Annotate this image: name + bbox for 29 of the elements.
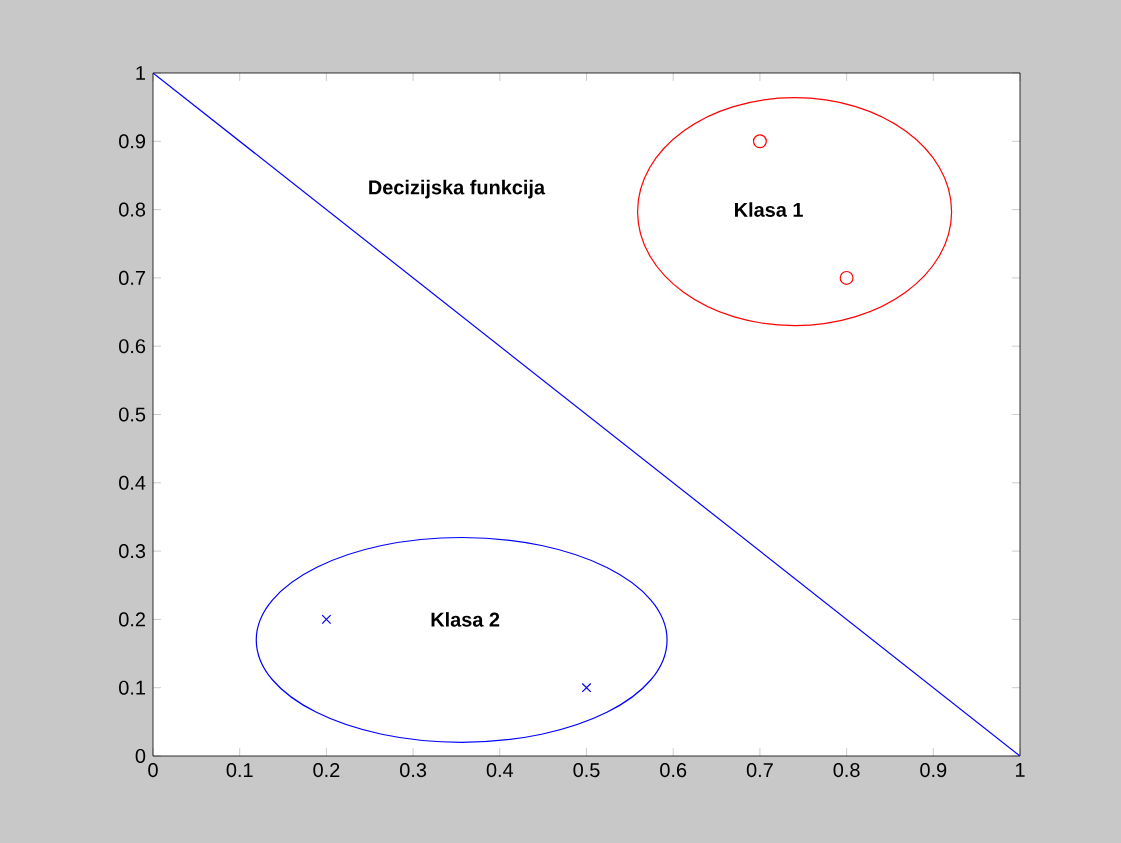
x-tick-label: 0.4 <box>486 763 514 778</box>
y-tick-label: 0.3 <box>119 544 146 559</box>
y-tick-label: 0.6 <box>119 339 146 354</box>
x-tick-label: 0.3 <box>400 763 427 778</box>
y-tick-label: 0 <box>135 748 146 764</box>
annotation: Decizijska funkcija <box>369 179 546 199</box>
point <box>752 134 767 149</box>
x-tick-label: 0.2 <box>313 763 340 778</box>
annotation: Klasa 2 <box>431 612 500 627</box>
point <box>839 270 854 285</box>
y-tick-label: 0.2 <box>119 612 145 627</box>
x-tick-label: 0.9 <box>920 763 947 778</box>
point <box>321 614 332 625</box>
x-tick-label: 1 <box>1016 763 1025 777</box>
x-tick-label: 0.5 <box>573 763 600 778</box>
y-tick-label: 0.4 <box>119 475 146 490</box>
y-tick-label: 1 <box>136 66 146 80</box>
x-tick-label: 0 <box>148 763 158 778</box>
y-tick-label: 0.7 <box>119 270 145 285</box>
y-tick-label: 0.5 <box>119 407 146 422</box>
annotation: Klasa 1 <box>735 202 803 217</box>
y-tick-label: 0.9 <box>119 134 146 149</box>
x-tick-label: 0.1 <box>226 763 253 778</box>
x-tick-label: 0.7 <box>746 763 773 778</box>
point <box>581 682 592 693</box>
x-tick-label: 0.8 <box>833 763 860 778</box>
x-tick-label: 0.6 <box>660 763 687 778</box>
y-tick-label: 0.8 <box>119 202 146 217</box>
y-tick-label: 0.1 <box>119 680 146 695</box>
